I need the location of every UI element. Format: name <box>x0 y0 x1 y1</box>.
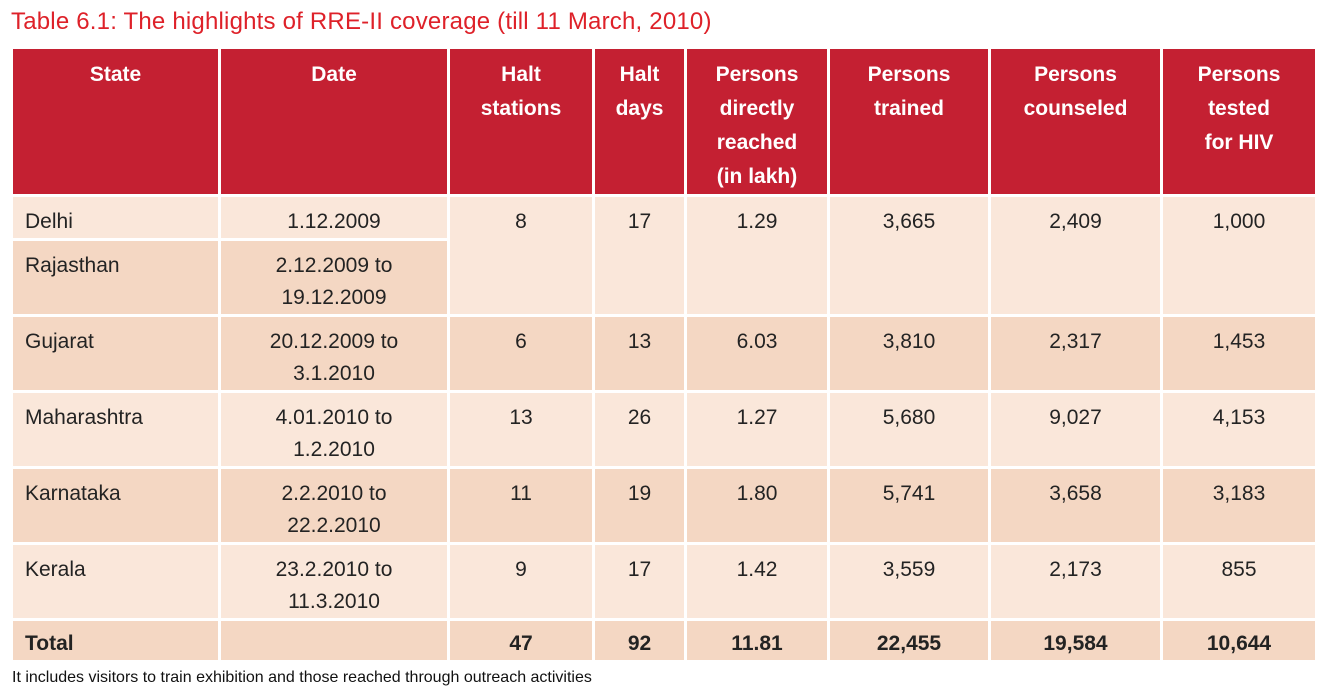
cell-total-halt-stations: 47 <box>447 618 595 663</box>
rre-coverage-table: State Date Halt stations Halt days Perso… <box>10 46 1318 663</box>
table-row-total: Total 47 92 11.81 22,455 19,584 10,644 <box>10 618 1318 663</box>
cell-date: 4.01.2010 to 1.2.2010 <box>218 390 450 469</box>
column-header-persons-trained: Persons trained <box>827 46 991 197</box>
cell-total-persons-trained: 22,455 <box>827 618 991 663</box>
column-header-state: State <box>10 46 221 197</box>
cell-persons-trained: 3,810 <box>827 314 991 393</box>
cell-persons-reached: 1.42 <box>684 542 830 621</box>
table-row-rajasthan: Rajasthan 2.12.2009 to 19.12.2009 <box>10 238 1317 317</box>
cell-state: Rajasthan <box>10 238 221 317</box>
cell-total-persons-counseled: 19,584 <box>988 618 1163 663</box>
table-row-gujarat: Gujarat 20.12.2009 to 3.1.2010 6 13 6.03… <box>10 314 1318 393</box>
cell-persons-tested: 3,183 <box>1160 466 1318 545</box>
column-header-date: Date <box>218 46 450 197</box>
cell-halt-days: 17 <box>592 542 687 621</box>
table-row-maharashtra: Maharashtra 4.01.2010 to 1.2.2010 13 26 … <box>10 390 1318 469</box>
cell-persons-tested: 4,153 <box>1160 390 1318 469</box>
cell-persons-reached: 6.03 <box>684 314 830 393</box>
cell-halt-days: 26 <box>592 390 687 469</box>
cell-persons-counseled: 2,173 <box>988 542 1163 621</box>
cell-persons-trained: 5,741 <box>827 466 991 545</box>
cell-persons-counseled: 3,658 <box>988 466 1163 545</box>
cell-persons-trained: 3,559 <box>827 542 991 621</box>
footnote: It includes visitors to train exhibition… <box>12 669 592 686</box>
cell-persons-tested: 1,000 <box>1160 194 1318 317</box>
column-header-halt-stations: Halt stations <box>447 46 595 197</box>
cell-persons-counseled: 2,317 <box>988 314 1163 393</box>
cell-total-halt-days: 92 <box>592 618 687 663</box>
cell-halt-stations: 13 <box>447 390 595 469</box>
cell-state: Kerala <box>10 542 221 621</box>
cell-date: 23.2.2010 to 11.3.2010 <box>218 542 450 621</box>
cell-persons-trained: 3,665 <box>827 194 991 317</box>
column-header-persons-reached: Persons directly reached (in lakh) <box>684 46 830 197</box>
cell-halt-days: 19 <box>592 466 687 545</box>
cell-halt-days: 17 <box>592 194 687 317</box>
cell-state: Karnataka <box>10 466 221 545</box>
cell-persons-reached: 1.27 <box>684 390 830 469</box>
cell-state: Gujarat <box>10 314 221 393</box>
cell-total-label: Total <box>10 618 221 663</box>
table-row-delhi: Delhi 1.12.2009 8 17 1.29 3,665 2,409 1,… <box>10 194 1318 317</box>
table-row-karnataka: Karnataka 2.2.2010 to 22.2.2010 11 19 1.… <box>10 466 1318 545</box>
cell-total-persons-tested: 10,644 <box>1160 618 1318 663</box>
cell-persons-tested: 1,453 <box>1160 314 1318 393</box>
cell-state: Maharashtra <box>10 390 221 469</box>
cell-date: 1.12.2009 <box>218 194 450 241</box>
column-header-halt-days: Halt days <box>592 46 687 197</box>
cell-persons-counseled: 9,027 <box>988 390 1163 469</box>
cell-state: Delhi <box>10 194 221 241</box>
cell-persons-tested: 855 <box>1160 542 1318 621</box>
cell-date: 2.2.2010 to 22.2.2010 <box>218 466 450 545</box>
table-row-kerala: Kerala 23.2.2010 to 11.3.2010 9 17 1.42 … <box>10 542 1318 621</box>
cell-halt-stations: 9 <box>447 542 595 621</box>
table-title: Table 6.1: The highlights of RRE-II cove… <box>11 8 712 35</box>
cell-date: 2.12.2009 to 19.12.2009 <box>218 238 450 317</box>
cell-persons-reached: 1.80 <box>684 466 830 545</box>
table-header-row: State Date Halt stations Halt days Perso… <box>10 46 1318 197</box>
cell-halt-stations: 11 <box>447 466 595 545</box>
column-header-persons-tested: Persons tested for HIV <box>1160 46 1318 197</box>
cell-halt-stations: 8 <box>447 194 595 317</box>
cell-halt-stations: 6 <box>447 314 595 393</box>
cell-halt-days: 13 <box>592 314 687 393</box>
cell-persons-trained: 5,680 <box>827 390 991 469</box>
cell-persons-reached: 1.29 <box>684 194 830 317</box>
cell-persons-counseled: 2,409 <box>988 194 1163 317</box>
cell-date: 20.12.2009 to 3.1.2010 <box>218 314 450 393</box>
cell-total-date-empty <box>218 618 450 663</box>
cell-total-persons-reached: 11.81 <box>684 618 830 663</box>
column-header-persons-counseled: Persons counseled <box>988 46 1163 197</box>
